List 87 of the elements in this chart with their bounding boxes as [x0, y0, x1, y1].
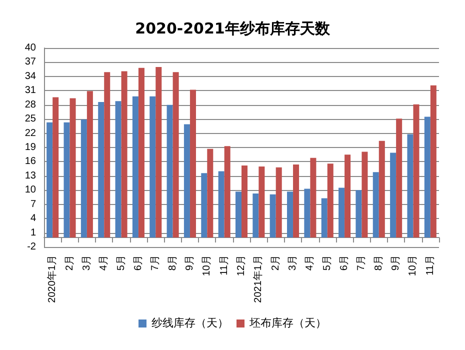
y-tick-label: 22	[24, 128, 36, 139]
bar	[242, 166, 248, 238]
legend-label: 坯布库存（天）	[248, 316, 326, 330]
y-tick-label: 37	[24, 56, 36, 68]
bar	[270, 194, 276, 238]
bar	[321, 198, 328, 238]
y-tick-label: 31	[24, 85, 36, 96]
y-tick-label: 40	[24, 42, 36, 54]
x-tick-label: 11月	[218, 255, 230, 276]
bar	[218, 171, 224, 238]
bar	[378, 140, 385, 238]
bar	[293, 164, 300, 238]
chart-title: 2020-2021年纱布库存天数	[135, 20, 331, 38]
bar	[372, 172, 379, 238]
bar	[121, 71, 128, 238]
x-tick-label: 6月	[339, 255, 350, 271]
bar	[70, 98, 76, 238]
x-tick-label: 6月	[132, 255, 144, 271]
bar	[344, 154, 351, 238]
y-tick-label: 34	[24, 70, 36, 82]
bar	[252, 193, 259, 238]
x-tick-label: 10月	[408, 255, 419, 276]
bar	[115, 101, 122, 238]
bar	[356, 190, 362, 238]
x-tick-label: 2021年1月	[252, 255, 264, 303]
bar	[235, 192, 242, 238]
y-tick-label: 16	[24, 156, 36, 168]
bar	[64, 122, 70, 238]
y-tick-label: 25	[24, 114, 36, 125]
bar	[258, 166, 265, 238]
x-tick-label: 3月	[81, 255, 92, 271]
bar	[362, 152, 368, 238]
bar	[80, 120, 87, 238]
x-tick-label: 5月	[322, 255, 333, 271]
bar	[407, 134, 414, 238]
x-tick-label: 8月	[373, 255, 384, 271]
bar	[304, 188, 310, 238]
bar	[46, 122, 53, 238]
x-tick-label: 4月	[98, 255, 110, 271]
bar	[396, 118, 402, 238]
bar	[172, 72, 179, 238]
y-tick-label: 19	[24, 142, 36, 153]
bar	[424, 116, 430, 238]
bar	[310, 158, 316, 238]
x-tick-label: 7月	[150, 255, 162, 271]
x-tick-label: 7月	[356, 255, 368, 271]
y-tick-label: 7	[30, 198, 36, 210]
x-tick-label: 2月	[64, 255, 76, 271]
bar	[184, 124, 190, 238]
bar	[338, 188, 345, 238]
bar	[430, 85, 436, 238]
bar	[201, 173, 208, 238]
bar	[138, 68, 144, 238]
bar	[150, 96, 156, 238]
x-tick-label: 9月	[390, 255, 402, 271]
y-tick-label: 13	[24, 170, 36, 182]
bar	[190, 90, 196, 238]
bar	[132, 96, 138, 238]
bar	[287, 192, 294, 238]
x-tick-label: 8月	[167, 255, 178, 271]
bar	[156, 66, 162, 238]
bar	[52, 97, 59, 238]
x-tick-label: 5月	[116, 255, 127, 271]
y-tick-label: 10	[24, 184, 36, 196]
x-tick-label: 3月	[288, 255, 299, 271]
x-tick-label: 2月	[270, 255, 282, 271]
x-tick-label: 10月	[202, 255, 213, 276]
bar	[224, 146, 230, 238]
x-tick-label: 4月	[304, 255, 316, 271]
bar	[98, 102, 104, 238]
bar	[327, 164, 334, 238]
x-tick-label: 11月	[424, 255, 436, 276]
x-tick-label: 12月	[236, 255, 247, 276]
y-tick-label: -2	[27, 242, 36, 252]
bar	[413, 104, 420, 238]
y-tick-label: 28	[24, 99, 36, 110]
bar	[86, 91, 93, 238]
bar	[166, 104, 173, 238]
y-tick-label: 1	[30, 227, 36, 238]
bar	[390, 152, 396, 238]
legend-label: 纱线库存（天）	[152, 316, 228, 330]
bar	[104, 72, 110, 238]
bar	[207, 148, 214, 238]
y-tick-label: 4	[30, 213, 36, 224]
x-tick-label: 2020年1月	[46, 255, 58, 303]
x-tick-label: 9月	[184, 255, 196, 271]
bar	[276, 167, 282, 238]
